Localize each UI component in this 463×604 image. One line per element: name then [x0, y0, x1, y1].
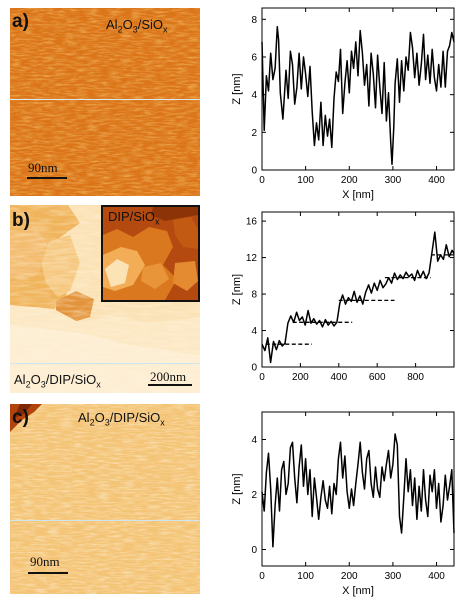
scale-bar-label-b: 200nm [150, 369, 187, 384]
x-tick-label-b: 800 [407, 372, 424, 383]
inset-image-b [101, 205, 200, 302]
x-tick-label-c: 400 [428, 571, 445, 582]
y-axis-label-b: Z [nm] [231, 274, 243, 305]
scale-bar-c [28, 572, 68, 574]
x-tick-label-a: 100 [297, 175, 314, 186]
sample-label-a: Al2O3/SiOx [106, 17, 168, 35]
profile-curve-a-0 [261, 26, 455, 166]
x-axis-label-c: X [nm] [342, 585, 374, 597]
x-tick-label-a: 0 [259, 175, 265, 186]
x-tick-label-c: 0 [259, 571, 265, 582]
plot-frame-a [261, 7, 455, 171]
panel-letter-c: c) [12, 407, 29, 428]
y-tick-label-a: 8 [251, 15, 257, 26]
x-tick-label-b: 200 [292, 372, 309, 383]
sample-label-c: Al2O3/DIP/SiOx [78, 410, 165, 428]
profile-line-b [10, 363, 200, 364]
profile-line-a [10, 99, 200, 100]
panel-letter-b: b) [12, 210, 30, 231]
x-tick-label-a: 200 [341, 175, 358, 186]
y-tick-label-c: 2 [251, 490, 257, 501]
y-tick-label-c: 0 [251, 545, 257, 556]
x-tick-label-c: 300 [385, 571, 402, 582]
y-tick-label-a: 2 [251, 128, 257, 139]
scale-bar-a [27, 177, 67, 179]
x-tick-label-a: 300 [385, 175, 402, 186]
y-tick-label-b: 0 [251, 363, 257, 374]
afm-image-c: c) Al2O3/DIP/SiOx 90nm [10, 404, 200, 594]
inset-label-b: DIP/SiOx [108, 209, 160, 227]
afm-image-b: DIP/SiOx b) Al2O3/DIP/SiOx 200nm [10, 205, 200, 393]
x-axis-label-a: X [nm] [342, 189, 374, 201]
x-tick-label-b: 600 [369, 372, 386, 383]
scale-bar-b [148, 384, 192, 386]
plot-frame-b [261, 211, 455, 368]
y-tick-label-b: 4 [251, 326, 257, 337]
y-tick-label-c: 4 [251, 435, 257, 446]
y-tick-label-a: 6 [251, 52, 257, 63]
y-axis-label-a: Z [nm] [231, 73, 243, 104]
profile-chart-b: 0 200 400 600 800 0 4 8 12 16 Z [nm] [231, 211, 455, 383]
y-tick-label-b: 12 [246, 253, 258, 264]
y-tick-label-b: 8 [251, 290, 257, 301]
x-tick-label-c: 100 [297, 571, 314, 582]
scale-bar-label-c: 90nm [30, 554, 60, 569]
x-tick-label-a: 400 [428, 175, 445, 186]
afm-image-a: a) Al2O3/SiOx 90nm [10, 8, 200, 196]
afm-texture-c [10, 404, 200, 594]
profile-chart-c: 0 100 200 300 400 0 2 4 X [nm] Z [nm] [231, 411, 455, 597]
afm-texture-a [10, 8, 200, 196]
panel-letter-a: a) [12, 11, 29, 32]
profile-curve-b-0 [261, 231, 455, 364]
scale-bar-label-a: 90nm [28, 160, 58, 175]
y-tick-label-a: 4 [251, 90, 257, 101]
y-tick-label-a: 0 [251, 166, 257, 177]
plot-frame-c [261, 411, 455, 567]
profile-curve-c-0 [261, 433, 455, 548]
x-tick-label-c: 200 [341, 571, 358, 582]
profile-chart-a: 0 100 200 300 400 0 2 4 6 8 X [nm] Z [nm] [231, 7, 455, 201]
profile-line-c [10, 520, 200, 521]
sample-label-b: Al2O3/DIP/SiOx [14, 372, 101, 390]
inset-texture-b [103, 207, 198, 300]
x-tick-label-b: 400 [330, 372, 347, 383]
y-axis-label-c: Z [nm] [231, 473, 243, 504]
y-tick-label-b: 16 [246, 217, 258, 228]
x-tick-label-b: 0 [259, 372, 265, 383]
